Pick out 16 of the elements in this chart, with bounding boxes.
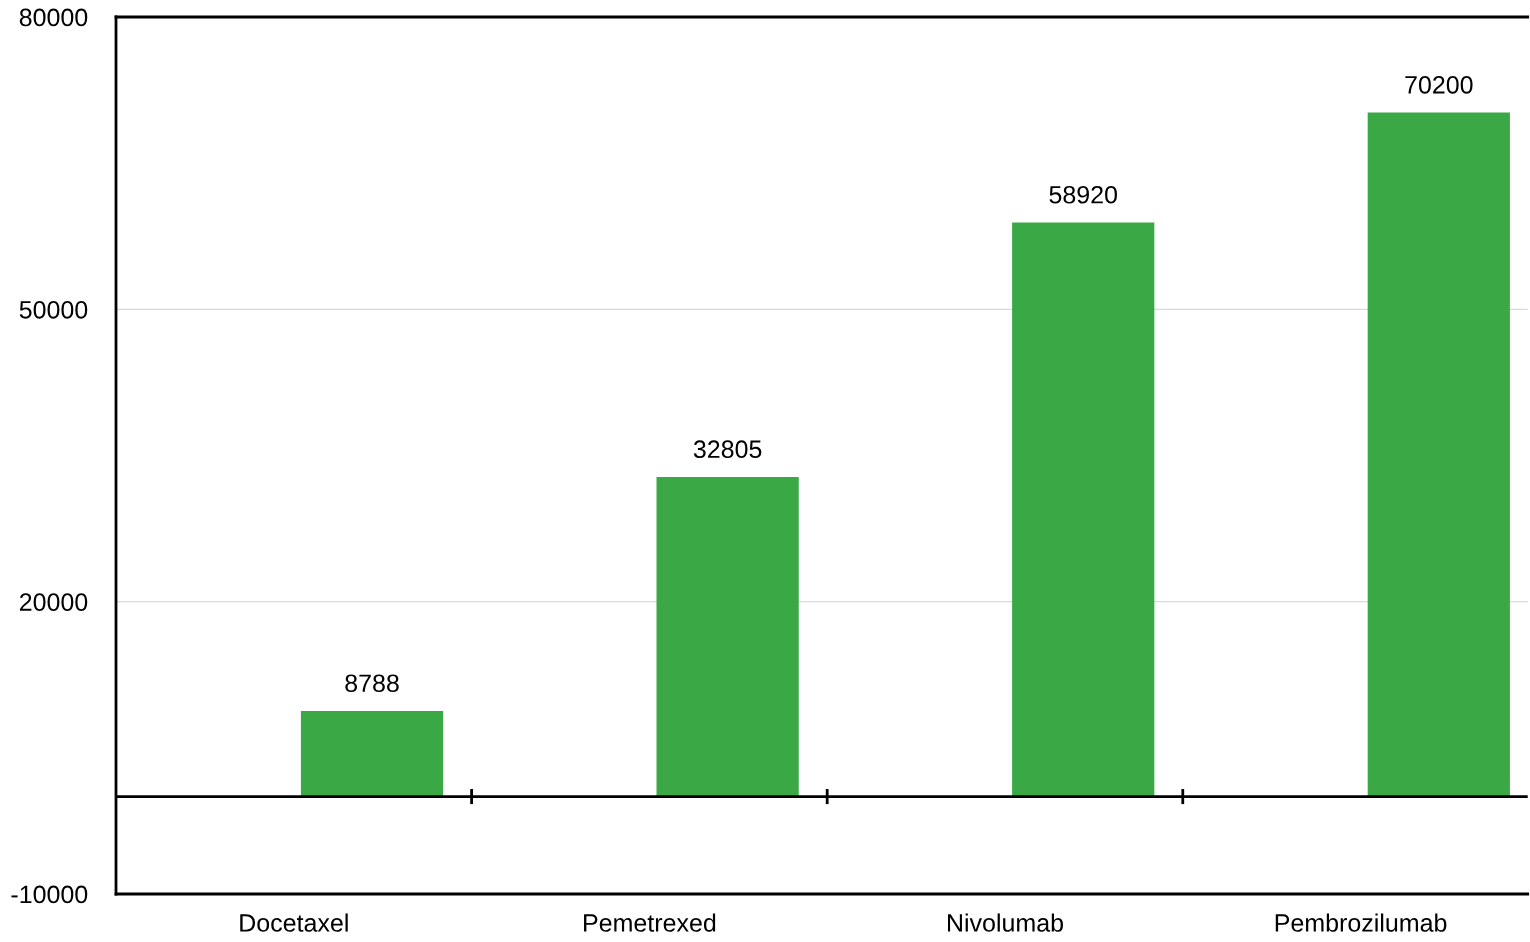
y-tick-label: 80000	[19, 8, 88, 27]
bar	[1367, 112, 1510, 797]
data-label: 70200	[1405, 75, 1473, 94]
bar	[300, 710, 444, 797]
bar	[1012, 222, 1155, 797]
y-tick-label: -10000	[11, 885, 88, 904]
x-tick-label: Docetaxel	[240, 913, 348, 932]
y-tick-label: 50000	[19, 300, 88, 319]
data-label: 8788	[345, 674, 399, 693]
data-label: 58920	[1049, 185, 1117, 204]
x-tick-label: Pemetrexed	[584, 913, 716, 932]
x-tick-label: Pembrozilumab	[1275, 913, 1447, 932]
x-tick-label: Nivolumab	[947, 913, 1063, 932]
bar	[656, 476, 799, 797]
data-label: 32805	[693, 440, 762, 459]
y-tick-label: 20000	[19, 593, 88, 611]
